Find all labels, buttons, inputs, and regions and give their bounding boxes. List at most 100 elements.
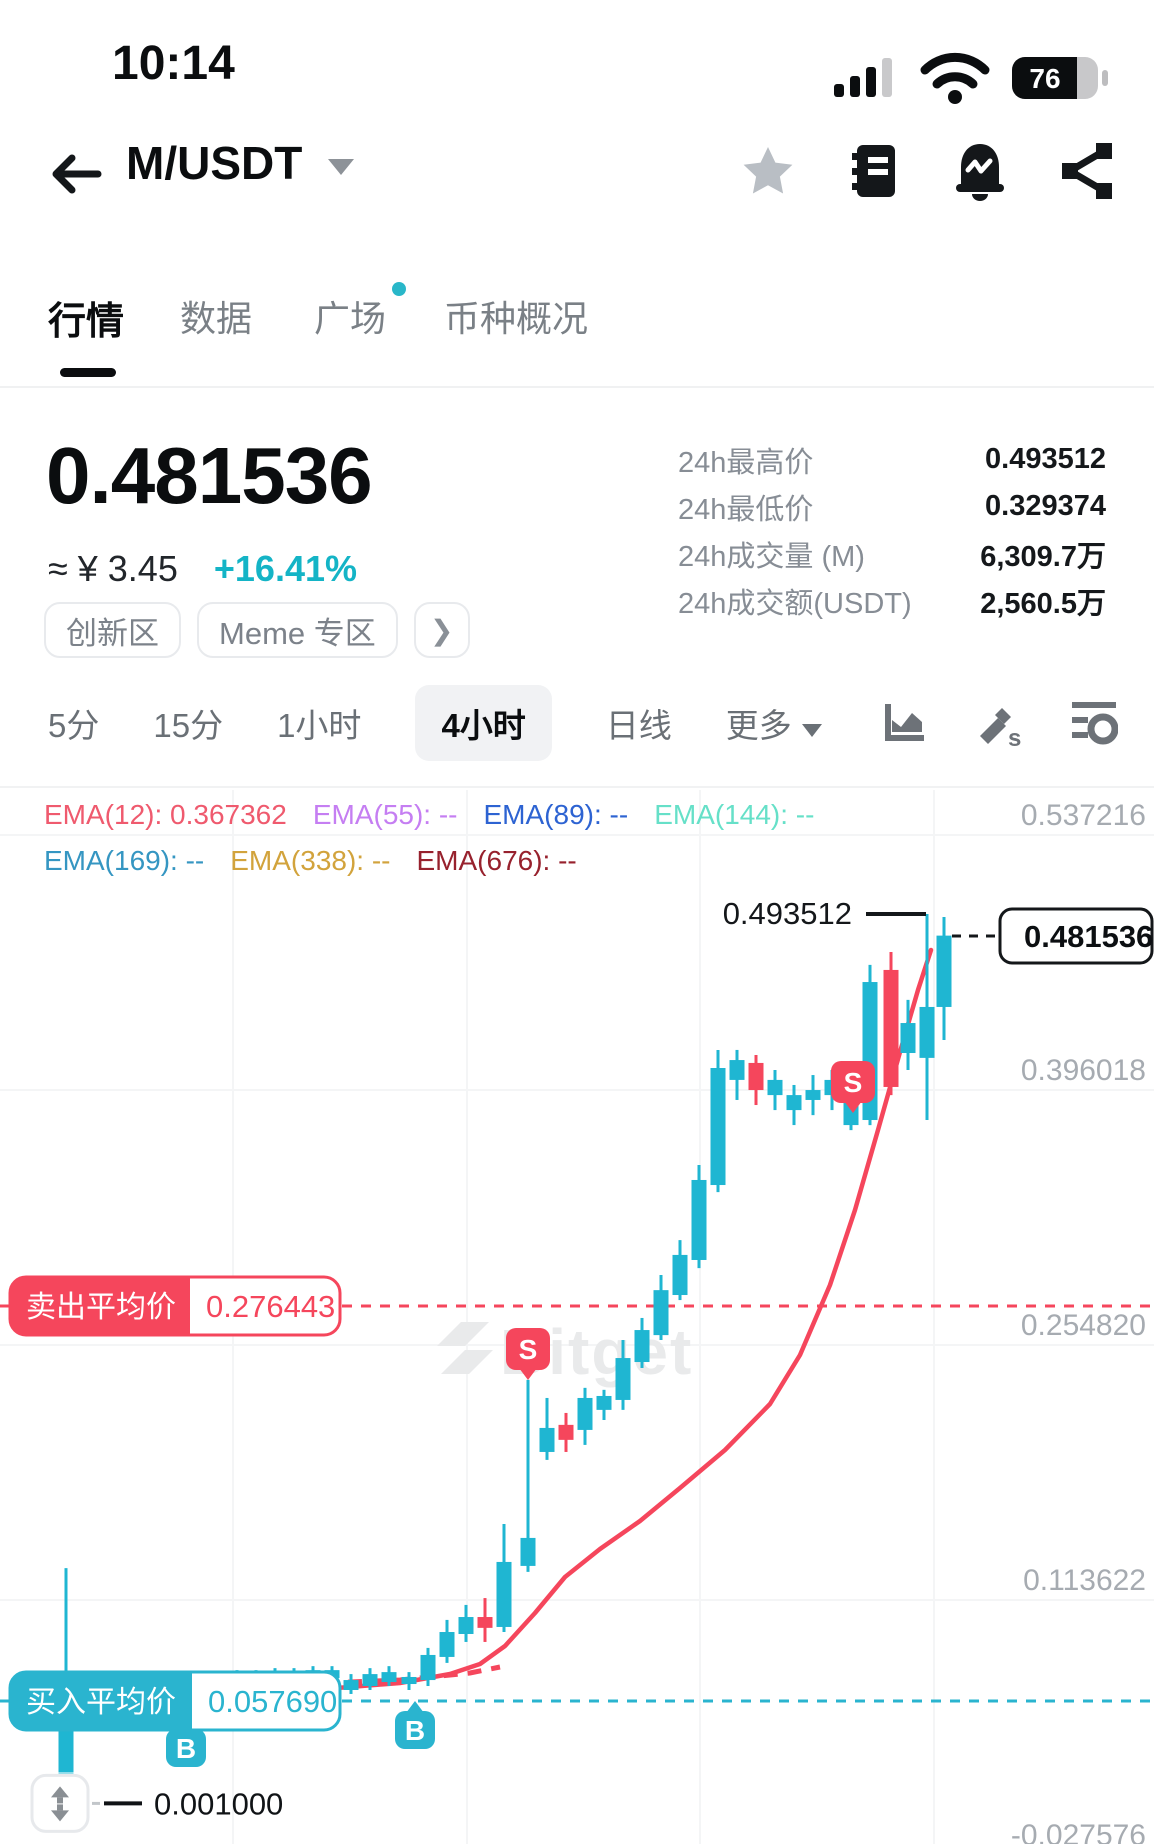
draw-tools-icon[interactable]: s	[974, 698, 1024, 748]
candle-body	[381, 1672, 397, 1683]
candle-body	[672, 1254, 688, 1296]
zone-badge-meme[interactable]: Meme 专区	[197, 602, 398, 658]
y-axis-label: 0.396018	[1021, 1054, 1146, 1087]
battery-icon: 76	[1012, 57, 1108, 99]
status-bar: 10:14 76	[0, 0, 1154, 120]
candle-body	[919, 1006, 935, 1058]
timeframe-15m[interactable]: 15分	[153, 707, 224, 744]
sell-avg-value: 0.276443	[206, 1289, 335, 1324]
candle-body	[691, 1179, 707, 1260]
marker-pointer	[406, 1701, 424, 1713]
candle-body	[615, 1358, 631, 1400]
sell-avg-pill-label-bg	[10, 1276, 190, 1335]
price-change-percent: +16.41%	[213, 548, 357, 589]
trade-marker-letter: S	[519, 1334, 538, 1365]
y-axis-label: 0.537216	[1021, 799, 1146, 832]
tab-data[interactable]: 数据	[180, 298, 253, 339]
ema-legend-item: EMA(89): --	[483, 799, 629, 830]
candle-body	[558, 1424, 574, 1440]
trade-marker-sell	[831, 1061, 875, 1103]
arrow-down-icon	[57, 1804, 63, 1811]
y-axis-label: 0.113622	[1023, 1564, 1146, 1597]
tab-square[interactable]: 广场	[314, 282, 407, 342]
chart-style-icon[interactable]	[882, 700, 928, 746]
last-price-box	[998, 907, 1154, 965]
ema-legend-item: EMA(55): --	[312, 799, 458, 830]
active-tab-underline	[60, 368, 116, 377]
timeframe-1d[interactable]: 日线	[605, 707, 672, 744]
high-price-label: 0.493512	[723, 896, 852, 931]
trade-marker-buy	[395, 1711, 435, 1749]
buy-avg-pill-label-bg	[10, 1672, 192, 1731]
chevron-down-icon	[328, 159, 355, 175]
ema-legend-item: EMA(12): 0.367362	[44, 799, 287, 830]
tab-coin-overview[interactable]: 币种概况	[444, 298, 589, 339]
stat-row: 24h最高价 0.493512	[678, 443, 1106, 479]
watermark-logo	[441, 1350, 493, 1374]
back-button[interactable]	[46, 144, 106, 204]
notification-dot	[392, 282, 407, 296]
favorite-star-icon[interactable]	[740, 143, 796, 199]
candle-body	[362, 1674, 378, 1687]
watermark-logo	[437, 1322, 489, 1346]
candlestick-chart[interactable]: 0.537216 0.396018 0.254820 0.113622 -0.02757…	[0, 788, 1154, 1844]
candle-body	[653, 1290, 669, 1336]
ema-legend-item: EMA(676): --	[416, 845, 577, 876]
candle-body	[420, 1654, 436, 1681]
tab-bar: 行情 数据 广场 币种概况	[0, 232, 1154, 388]
trade-marker-letter: B	[176, 1733, 196, 1764]
arrow-down-icon	[51, 1810, 69, 1822]
candle-body	[883, 969, 899, 1087]
timeframe-bar: 5分 15分 1小时 4小时 日线 更多 s	[0, 658, 1154, 788]
zone-badge-innovation[interactable]: 创新区	[44, 602, 181, 658]
candle-body	[496, 1561, 512, 1627]
y-axis-label: -0.027576	[1011, 1819, 1146, 1844]
buy-avg-pill-label-bg	[160, 1672, 192, 1731]
candle-body	[786, 1095, 802, 1111]
svg-text:s: s	[1008, 725, 1021, 748]
trade-marker-letter: S	[844, 1067, 863, 1098]
chart-canvas[interactable]: 0.537216 0.396018 0.254820 0.113622 -0.02757…	[0, 788, 1154, 1844]
last-price-box-value: 0.481536	[1024, 919, 1153, 954]
stat-row: 24h成交量 (M) 6,309.7万	[678, 540, 1106, 573]
candle-body	[805, 1090, 821, 1100]
candle-body	[748, 1062, 764, 1091]
sell-avg-pill-label-bg	[158, 1276, 190, 1335]
sell-avg-label: 卖出平均价	[26, 1291, 176, 1324]
trade-marker-buy	[166, 1729, 206, 1767]
candle-body	[439, 1632, 455, 1657]
candle-body	[767, 1079, 783, 1096]
trade-marker-sell	[506, 1328, 550, 1370]
candle-body	[539, 1427, 555, 1452]
more-badges-button[interactable]: ❯	[413, 602, 470, 658]
indicator-settings-icon[interactable]	[1070, 700, 1118, 746]
marker-pointer	[519, 1368, 537, 1380]
candle-body	[596, 1395, 612, 1410]
candle-body	[343, 1680, 359, 1690]
battery-percent-text: 76	[1029, 63, 1060, 94]
timeframe-5m[interactable]: 5分	[48, 707, 100, 744]
y-axis-label: 0.254820	[1021, 1309, 1146, 1342]
tab-market[interactable]: 行情	[48, 301, 125, 343]
alert-bell-icon[interactable]	[952, 140, 1008, 202]
timeframe-4h[interactable]: 4小时	[415, 685, 552, 761]
arrow-up-icon	[51, 1786, 69, 1798]
candle-body	[520, 1537, 536, 1566]
ema12-line	[334, 947, 934, 1691]
orderbook-icon[interactable]	[848, 141, 900, 201]
ema-legend: EMA(12): 0.367362 EMA(55): -- EMA(89): -- E…	[44, 794, 934, 882]
candle-body	[634, 1330, 650, 1363]
low-price-label: 0.001000	[154, 1786, 283, 1821]
timeframe-1h[interactable]: 1小时	[277, 707, 362, 744]
chevron-down-icon	[801, 724, 822, 737]
candle-body	[477, 1617, 493, 1628]
last-price: 0.481536	[46, 431, 373, 520]
share-icon[interactable]	[1060, 141, 1114, 201]
ema-legend-item: EMA(338): --	[230, 845, 391, 876]
symbol-selector[interactable]: M/USDT	[126, 136, 355, 190]
wifi-icon	[920, 52, 990, 104]
candle-body	[900, 1023, 916, 1054]
page-title: M/USDT	[126, 137, 303, 189]
timeframe-more[interactable]: 更多	[726, 699, 822, 747]
